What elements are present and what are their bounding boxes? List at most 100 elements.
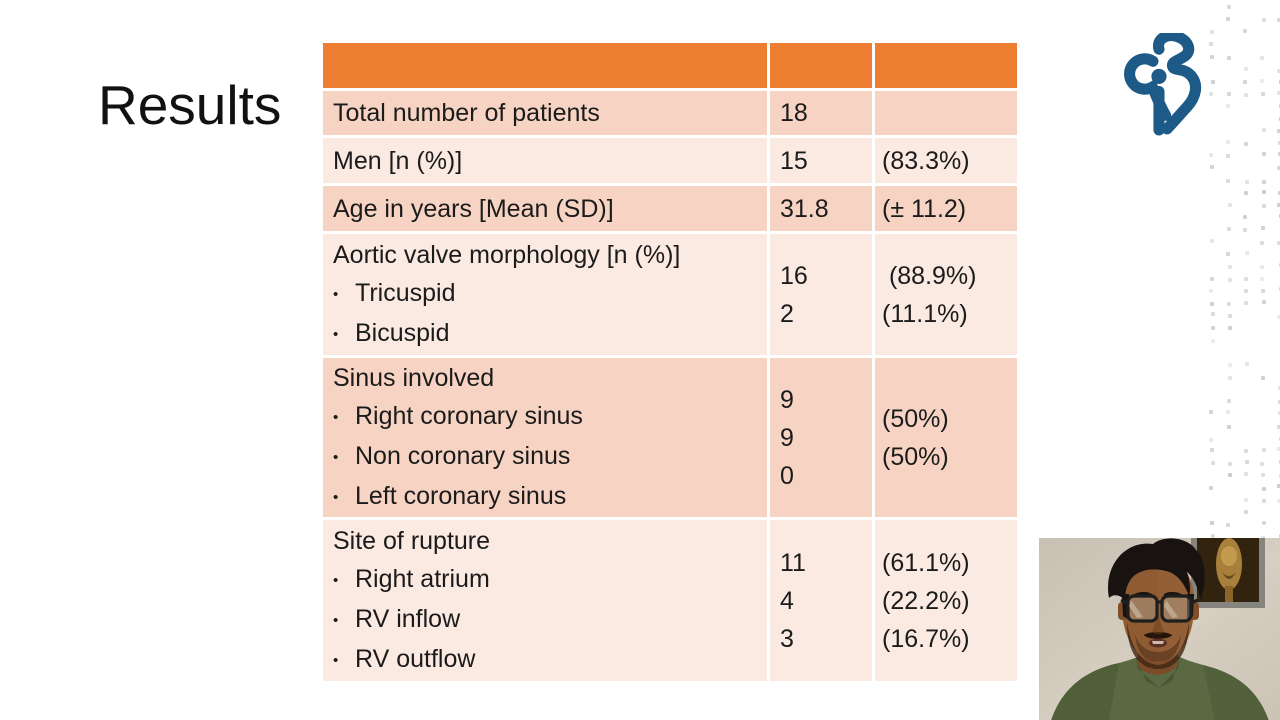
decor-dot: [1211, 312, 1216, 317]
decor-dot: [1244, 277, 1249, 282]
parameter-cell: Men [n (%)]: [323, 138, 767, 183]
parameter-text: Men [n (%)]: [333, 146, 463, 175]
decor-dot: [1226, 425, 1231, 430]
parameter-text: • Tricuspid: [323, 274, 767, 314]
bullet-icon: •: [333, 651, 339, 669]
bullet-icon: •: [333, 408, 339, 426]
percent-cell: [875, 91, 1017, 135]
header-cell-percent: [875, 43, 1017, 88]
decor-dot: [1209, 153, 1214, 158]
decor-dot: [1244, 251, 1249, 256]
decor-dot: [1210, 461, 1215, 466]
parameter-cell: Age in years [Mean (SD)]: [323, 186, 767, 231]
decor-dot: [1262, 179, 1267, 184]
decor-dot: [1225, 103, 1230, 108]
decor-dot: [1244, 362, 1249, 367]
decor-dot: [1261, 521, 1266, 526]
table-row: Aortic valve morphology [n (%)] • Tricuspi…: [323, 234, 1017, 355]
table-row: Age in years [Mean (SD)] 31.8 (± 11.2): [323, 186, 1017, 231]
n-value: 4: [780, 586, 794, 615]
decor-dot: [1261, 226, 1266, 231]
decor-dot: [1226, 410, 1231, 415]
decor-dot: [1209, 410, 1214, 415]
parameter-text: • Left coronary sinus: [323, 477, 767, 517]
parameter-text: Age in years [Mean (SD)]: [333, 194, 614, 223]
n-value: 9: [780, 423, 794, 452]
decor-dot: [1227, 265, 1232, 270]
parameter-text: • Non coronary sinus: [323, 437, 767, 477]
decor-dot: [1226, 179, 1231, 184]
decor-dot: [1260, 473, 1265, 478]
parameter-cell: Sinus involved • Right coronary sinus • Non …: [323, 358, 767, 517]
n-value: 18: [780, 99, 808, 127]
percent-value: (61.1%): [882, 548, 970, 577]
decor-dot: [1209, 301, 1214, 306]
decor-dot: [1243, 471, 1248, 476]
decor-dot: [1225, 252, 1230, 257]
decor-dot: [1209, 92, 1213, 97]
decor-dot: [1261, 376, 1266, 381]
n-cell: 31.8: [770, 186, 872, 231]
bullet-icon: •: [333, 285, 339, 303]
decor-dot: [1244, 497, 1249, 502]
decor-dot: [1262, 127, 1267, 132]
decor-dot: [1276, 18, 1280, 23]
csi-heart-logo-icon: [1120, 30, 1202, 139]
decor-dot: [1208, 437, 1213, 442]
decor-dot: [1262, 152, 1267, 157]
decor-dot: [1227, 313, 1232, 318]
decor-dot: [1227, 226, 1232, 231]
bullet-icon: •: [333, 611, 339, 629]
decor-dot: [1261, 92, 1266, 97]
decor-dot: [1210, 80, 1215, 85]
decor-dot: [1244, 460, 1249, 465]
decor-dot: [1260, 288, 1265, 293]
decor-dot: [1260, 265, 1265, 270]
n-cell: 16 2: [770, 234, 872, 355]
parameter-text: Total number of patients: [333, 99, 600, 127]
n-cell: 18: [770, 91, 872, 135]
decor-dot: [1259, 462, 1264, 467]
percent-value: (88.9%): [882, 261, 977, 290]
csi-heart-logo-svg: [1124, 30, 1202, 136]
decor-dot: [1227, 302, 1232, 307]
parameter-text: • Right coronary sinus: [323, 397, 767, 437]
percent-cell: (50%) (50%): [875, 358, 1017, 517]
decor-dot: [1260, 276, 1265, 281]
decor-dot: [1260, 240, 1265, 245]
decor-dot: [1209, 448, 1214, 453]
n-value: 3: [780, 624, 794, 653]
dots-pattern: [1206, 0, 1280, 558]
table-row: Site of rupture • Right atrium • RV inflow • R…: [323, 520, 1017, 681]
bullet-icon: •: [333, 488, 339, 506]
table-header-row: [323, 43, 1017, 88]
parameter-text: • Right atrium: [323, 560, 767, 600]
decor-dot: [1243, 141, 1248, 146]
parameter-text: • RV outflow: [323, 640, 767, 680]
decor-dot: [1242, 80, 1247, 85]
table-row: Total number of patients 18: [323, 91, 1017, 135]
percent-value: (50%): [882, 404, 949, 433]
decor-dot: [1226, 153, 1231, 158]
decor-dot: [1209, 238, 1214, 243]
parameter-text: Sinus involved: [333, 363, 495, 392]
decor-dot: [1262, 189, 1267, 194]
decor-dot: [1261, 300, 1266, 305]
decor-dot: [1244, 510, 1249, 515]
percent-value: (± 11.2): [882, 194, 967, 223]
decor-dot: [1244, 289, 1249, 294]
decor-dot: [1210, 338, 1215, 343]
decor-dot: [1225, 17, 1230, 22]
n-cell: 15: [770, 138, 872, 183]
percent-value: (22.2%): [882, 586, 970, 615]
parameter-text: Aortic valve morphology [n (%)]: [333, 240, 681, 269]
n-cell: 9 9 0: [770, 358, 872, 517]
decor-dot: [1243, 228, 1248, 233]
table-row: Men [n (%)] 15 (83.3%): [323, 138, 1017, 183]
decor-dot: [1245, 179, 1250, 184]
parameter-text: • Bicuspid: [323, 314, 767, 354]
decor-dot: [1209, 521, 1214, 526]
n-value: 11: [780, 548, 806, 577]
n-value: 15: [780, 146, 808, 175]
webcam-video: [1039, 538, 1280, 720]
